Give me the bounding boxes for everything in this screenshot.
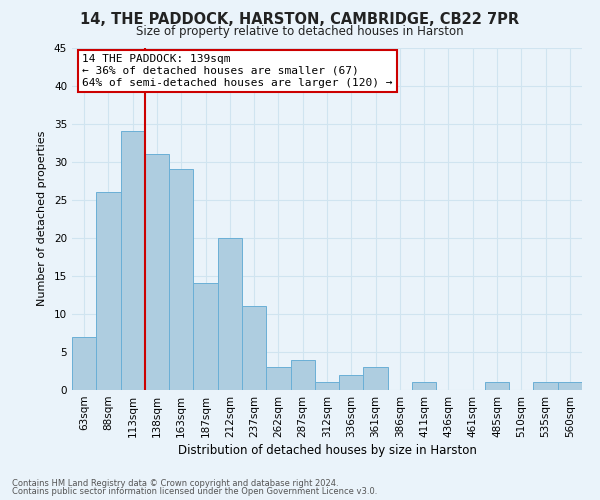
Bar (72, 336, 96, 390)
X-axis label: Distribution of detached houses by size in Harston: Distribution of detached houses by size … (178, 444, 476, 457)
Bar (315, 382, 339, 390)
Bar (290, 360, 315, 390)
Bar (266, 367, 290, 390)
Bar (218, 238, 242, 390)
Bar (121, 131, 145, 390)
Bar (412, 382, 436, 390)
Bar (169, 170, 193, 390)
Text: 14 THE PADDOCK: 139sqm
← 36% of detached houses are smaller (67)
64% of semi-det: 14 THE PADDOCK: 139sqm ← 36% of detached… (82, 54, 392, 88)
Text: Contains HM Land Registry data © Crown copyright and database right 2024.: Contains HM Land Registry data © Crown c… (12, 478, 338, 488)
Bar (533, 382, 558, 390)
Text: 14, THE PADDOCK, HARSTON, CAMBRIDGE, CB22 7PR: 14, THE PADDOCK, HARSTON, CAMBRIDGE, CB2… (80, 12, 520, 28)
Bar (485, 382, 509, 390)
Y-axis label: Number of detached properties: Number of detached properties (37, 131, 47, 306)
Bar (558, 382, 582, 390)
Bar (339, 375, 364, 390)
Bar (364, 367, 388, 390)
Bar (96, 192, 121, 390)
Bar (242, 306, 266, 390)
Bar (145, 154, 169, 390)
Text: Contains public sector information licensed under the Open Government Licence v3: Contains public sector information licen… (12, 487, 377, 496)
Text: Size of property relative to detached houses in Harston: Size of property relative to detached ho… (136, 25, 464, 38)
Bar (193, 284, 218, 390)
